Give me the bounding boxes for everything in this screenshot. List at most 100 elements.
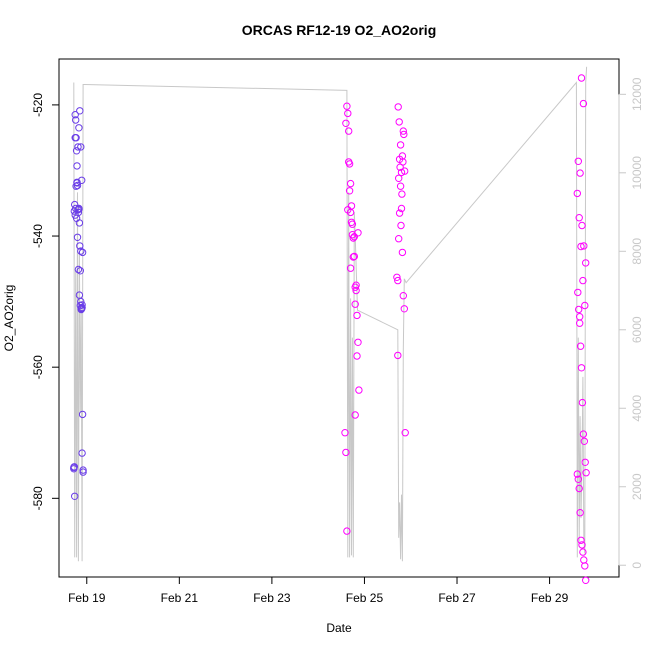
data-point: [352, 286, 360, 295]
data-point: [349, 253, 357, 261]
y2-axis: 0 2000 4000 6000 8000 10000 12000: [618, 77, 644, 569]
data-point: [78, 410, 87, 419]
plot-frame: [58, 58, 620, 578]
y2-tick-label: 12000: [630, 77, 644, 111]
data-point: [397, 168, 406, 177]
data-point: [577, 74, 586, 82]
y2-tick-label: 4000: [630, 395, 644, 422]
data-point: [349, 234, 357, 242]
data-point: [394, 103, 402, 111]
data-point: [581, 301, 589, 310]
data-point: [579, 276, 587, 285]
data-point: [351, 411, 359, 419]
x-axis-label: Date: [326, 621, 352, 635]
data-point: [79, 468, 87, 476]
data-point: [77, 143, 85, 151]
data-point: [343, 527, 351, 535]
data-point: [401, 167, 409, 175]
data-point: [74, 143, 82, 151]
data-point: [582, 576, 590, 584]
y-tick-label: -520: [31, 93, 45, 117]
data-point: [581, 458, 589, 466]
data-point: [395, 235, 403, 243]
data-point: [71, 134, 79, 142]
data-point: [70, 463, 78, 472]
y2-tick-label: 8000: [630, 238, 644, 265]
data-point: [346, 179, 355, 188]
x-tick-label: Feb 29: [531, 591, 569, 605]
data-point: [577, 242, 585, 251]
data-point: [73, 179, 81, 187]
data-point: [400, 130, 408, 139]
data-point: [353, 352, 361, 360]
data-point: [353, 311, 361, 320]
data-point: [577, 364, 586, 372]
data-point: [351, 300, 359, 308]
data-point: [575, 484, 583, 493]
y2-tick-label: 6000: [630, 316, 644, 343]
x-tick-label: Feb 25: [346, 591, 384, 605]
data-point: [577, 536, 585, 544]
data-point: [576, 319, 584, 327]
data-point: [580, 437, 588, 445]
data-point: [71, 111, 79, 119]
data-point: [401, 429, 409, 437]
data-point: [400, 305, 408, 313]
data-point: [576, 313, 584, 321]
data-point: [573, 189, 581, 198]
data-point: [394, 276, 402, 285]
data-point: [575, 214, 583, 222]
data-point: [345, 187, 354, 195]
data-point: [578, 541, 586, 549]
altitude-line: [73, 66, 588, 562]
data-point: [576, 509, 584, 517]
data-point: [576, 342, 585, 350]
data-point: [347, 202, 356, 210]
data-point: [399, 127, 407, 135]
data-point: [398, 248, 407, 257]
data-point: [77, 247, 85, 255]
data-point: [76, 267, 85, 275]
data-point: [399, 158, 407, 166]
data-point: [579, 548, 587, 556]
data-point: [394, 351, 402, 360]
data-point: [79, 466, 87, 474]
data-point: [582, 469, 590, 477]
x-tick-label: Feb 23: [253, 591, 291, 605]
data-point: [75, 124, 83, 132]
data-point: [72, 214, 81, 223]
y-tick-label: -540: [31, 224, 45, 248]
y-tick-label: -580: [31, 486, 45, 510]
chart-title: ORCAS RF12-19 O2_AO2orig: [242, 22, 437, 38]
data-point: [342, 448, 350, 457]
data-point: [72, 182, 80, 190]
data-point: [74, 265, 83, 274]
x-tick-label: Feb 27: [438, 591, 476, 605]
data-point: [395, 209, 404, 217]
data-point: [76, 301, 85, 310]
data-point: [579, 99, 588, 108]
data-point: [575, 305, 583, 314]
data-point: [395, 174, 403, 183]
data-point: [342, 119, 350, 128]
data-point: [352, 281, 360, 289]
data-point: [396, 182, 405, 190]
data-point: [576, 169, 584, 177]
y-axis-label: O2_AO2orig: [2, 285, 16, 352]
points-layer: [70, 74, 590, 584]
data-point: [579, 430, 588, 438]
data-point: [76, 242, 84, 250]
data-point: [341, 429, 349, 437]
y2-tick-label: 0: [630, 562, 644, 569]
data-point: [574, 288, 582, 297]
data-point: [574, 475, 582, 483]
data-point: [397, 221, 405, 230]
data-point: [347, 218, 356, 227]
data-point: [72, 147, 81, 155]
y2-tick-label: 10000: [630, 156, 644, 190]
y-axis: -580 -560 -540 -520: [31, 93, 60, 510]
data-point: [578, 398, 587, 407]
data-point: [355, 386, 363, 394]
data-point: [580, 556, 588, 564]
